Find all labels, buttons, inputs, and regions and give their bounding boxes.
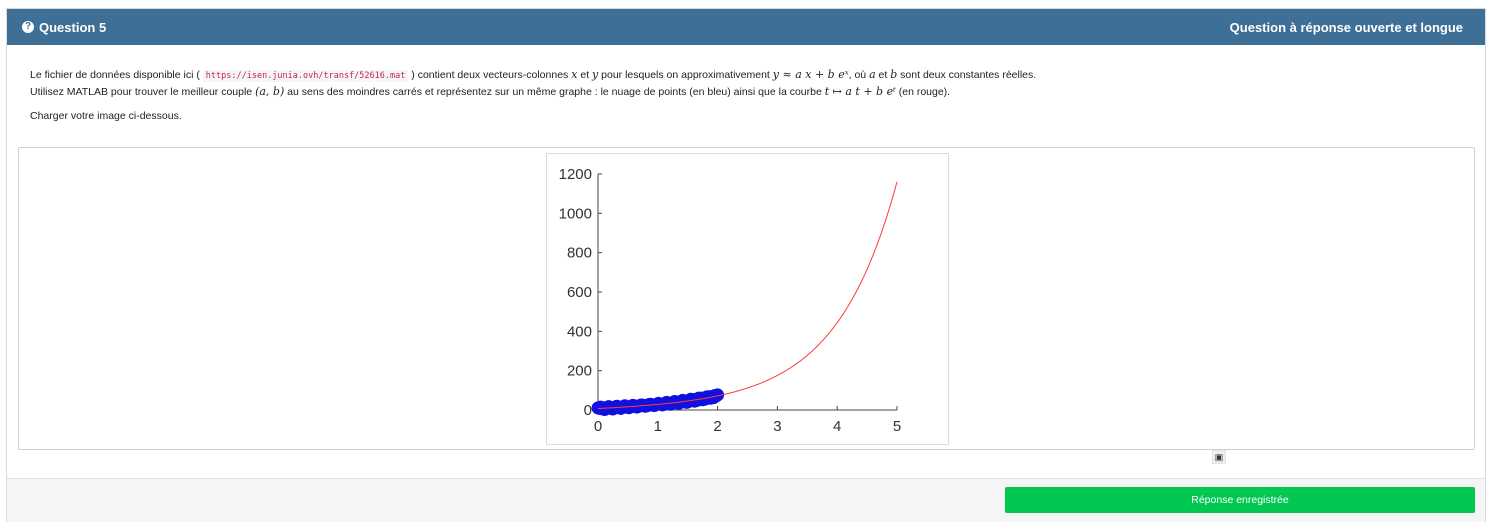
footer-bar: Réponse enregistrée (7, 478, 1485, 522)
math-var-y: y (592, 68, 599, 81)
statement-text: et (875, 69, 891, 81)
y-tick-label: 400 (567, 323, 592, 340)
question-panel: ? Question 5 Question à réponse ouverte … (6, 8, 1486, 522)
submit-answer-button[interactable]: Réponse enregistrée (1005, 487, 1475, 513)
question-title: ? Question 5 (22, 20, 106, 35)
uploaded-plot-image: 0 200 400 600 800 1000 1200 0 1 2 3 4 5 (546, 153, 949, 445)
question-type: Question à réponse ouverte et longue (1229, 19, 1463, 35)
y-tick-label: 200 (567, 363, 592, 380)
question-circle-icon: ? (22, 21, 34, 33)
statement-text: sont deux constantes réelles. (897, 69, 1037, 81)
y-tick-label: 600 (567, 284, 592, 301)
question-label: Question 5 (39, 19, 107, 35)
y-tick-label: 1000 (559, 205, 592, 222)
file-link[interactable]: https://isen.junia.ovh/transf/52616.mat (202, 70, 409, 82)
scatter-point (711, 388, 725, 402)
x-tick-label: 2 (713, 418, 721, 435)
plot-svg: 0 200 400 600 800 1000 1200 0 1 2 3 4 5 (559, 166, 902, 435)
image-icon[interactable]: ▣ (1212, 450, 1226, 464)
math-const-b: b (890, 68, 898, 81)
statement-text: au sens des moindres carrés et représent… (284, 86, 825, 98)
statement-text: et (577, 69, 593, 81)
math-couple: (a, b) (255, 85, 285, 98)
math-formula-approx: y ≈ a x + b eˣ (772, 68, 849, 81)
math-var-x: x (571, 68, 578, 81)
y-tick-label: 1200 (559, 166, 592, 183)
image-upload-area[interactable]: 0 200 400 600 800 1000 1200 0 1 2 3 4 5 (18, 147, 1475, 450)
statement-text: Le fichier de données disponible ici ( (30, 69, 203, 81)
x-tick-label: 1 (654, 418, 662, 435)
x-tick-label: 5 (893, 418, 901, 435)
y-tick-label: 0 (584, 402, 592, 419)
statement-text: (en rouge). (895, 86, 951, 98)
statement-line-2: Utilisez MATLAB pour trouver le meilleur… (30, 84, 1462, 100)
question-body: Le fichier de données disponible ici ( h… (7, 45, 1485, 124)
y-tick-label: 800 (567, 245, 592, 262)
statement-line-1: Le fichier de données disponible ici ( h… (30, 67, 1462, 84)
x-tick-label: 0 (594, 418, 602, 435)
statement-text: pour lesquels on approximativement (598, 69, 773, 81)
question-header: ? Question 5 Question à réponse ouverte … (7, 9, 1485, 45)
statement-text: ) contient deux vecteurs-colonnes (408, 69, 572, 81)
upload-prompt: Charger votre image ci-dessous. (30, 110, 182, 122)
x-tick-label: 3 (773, 418, 781, 435)
x-tick-label: 4 (833, 418, 841, 435)
fitted-curve (597, 181, 898, 410)
math-curve-formula: t ↦ a t + b eᵗ (824, 85, 896, 98)
statement-text: , où (848, 69, 870, 81)
math-const-a: a (869, 68, 876, 81)
statement-text: Utilisez MATLAB pour trouver le meilleur… (30, 86, 256, 98)
